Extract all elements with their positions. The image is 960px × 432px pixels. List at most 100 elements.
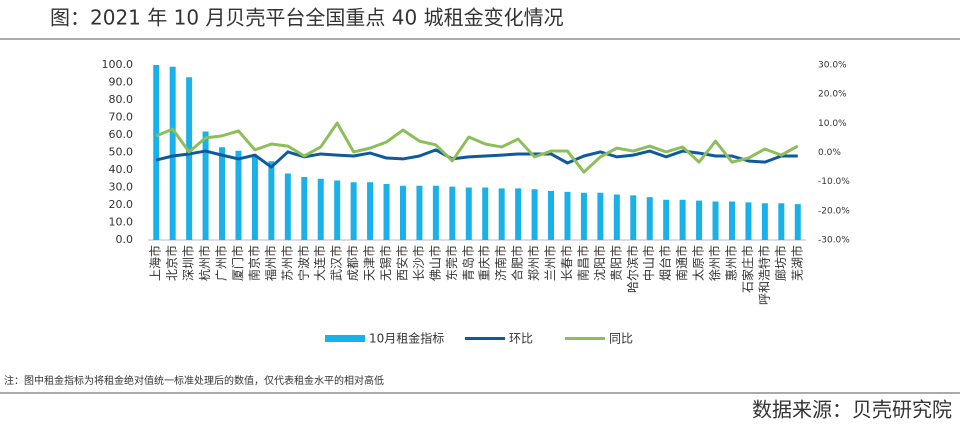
y2-tick-label: 10.0% — [818, 119, 847, 129]
x-tick-label: 成都市 — [345, 245, 360, 281]
y2-tick-label: -10.0% — [818, 177, 850, 187]
bar — [301, 177, 308, 240]
bar — [399, 185, 406, 240]
x-tick-label: 福州市 — [263, 245, 278, 281]
y2-tick-label: -30.0% — [818, 236, 850, 246]
y-tick-label: 60.0 — [109, 128, 134, 141]
x-tick-label: 南通市 — [674, 245, 689, 281]
y2-tick-label: 20.0% — [818, 90, 847, 100]
bar — [515, 188, 522, 240]
y2-tick-label: 0.0% — [818, 148, 841, 158]
x-tick-label: 无锡市 — [378, 245, 393, 281]
x-tick-label: 沈阳市 — [592, 245, 607, 281]
legend-label: 同比 — [609, 332, 633, 346]
y-tick-label: 70.0 — [109, 111, 134, 124]
line — [155, 148, 798, 169]
x-tick-label: 厦门市 — [230, 245, 245, 281]
bar — [745, 202, 752, 240]
bar — [548, 191, 555, 240]
bar — [383, 184, 390, 240]
bar — [761, 203, 768, 240]
y-tick-label: 40.0 — [109, 163, 134, 176]
x-tick-label: 芜湖市 — [789, 245, 804, 281]
x-tick-label: 济南市 — [493, 245, 508, 281]
y-tick-label: 50.0 — [109, 146, 134, 159]
x-tick-label: 呼和浩特市 — [756, 245, 771, 305]
y-tick-label: 0.0 — [116, 233, 134, 246]
x-tick-label: 烟台市 — [658, 245, 673, 281]
bar — [169, 66, 176, 240]
bar — [251, 156, 258, 240]
x-tick-label: 苏州市 — [279, 245, 294, 281]
bar — [646, 197, 653, 240]
bar — [465, 187, 472, 240]
bar — [350, 182, 357, 240]
x-tick-label: 南昌市 — [575, 245, 590, 281]
legend-label: 环比 — [509, 332, 533, 346]
bar — [284, 173, 291, 240]
y-tick-label: 90.0 — [109, 76, 134, 89]
x-tick-label: 佛山市 — [427, 245, 442, 281]
bar — [679, 199, 686, 240]
bar — [663, 199, 670, 240]
x-tick-label: 宁波市 — [296, 245, 311, 281]
x-tick-label: 长沙市 — [411, 245, 426, 281]
x-tick-label: 上海市 — [148, 245, 163, 281]
x-tick-label: 广州市 — [214, 245, 229, 281]
x-tick-label: 天津市 — [362, 245, 377, 281]
y-tick-label: 100.0 — [102, 58, 134, 71]
bar — [630, 195, 637, 240]
bar — [153, 65, 160, 240]
x-tick-label: 兰州市 — [543, 245, 558, 281]
y-tick-label: 30.0 — [109, 181, 134, 194]
bar — [597, 192, 604, 240]
x-tick-label: 合肥市 — [510, 245, 525, 281]
x-tick-label: 南京市 — [246, 245, 261, 281]
x-tick-label: 青岛市 — [460, 245, 475, 281]
y-tick-label: 10.0 — [109, 216, 134, 229]
title: 图：2021 年 10 月贝壳平台全国重点 40 城租金变化情况 — [50, 6, 564, 30]
y-tick-label: 20.0 — [109, 198, 134, 211]
source: 数据来源：贝壳研究院 — [752, 398, 952, 422]
x-tick-label: 徐州市 — [707, 245, 722, 281]
x-tick-label: 惠州市 — [723, 245, 738, 281]
x-tick-label: 廊坊市 — [773, 245, 788, 281]
bar — [613, 194, 620, 240]
x-tick-label: 太原市 — [691, 245, 706, 281]
bar — [268, 161, 275, 240]
bar — [186, 77, 193, 240]
x-tick-label: 郑州市 — [526, 245, 541, 281]
bar — [778, 203, 785, 240]
line — [155, 121, 799, 174]
bar — [794, 204, 801, 240]
legend-label: 10月租金指标 — [369, 331, 444, 346]
y2-tick-label: -20.0% — [818, 206, 850, 216]
x-tick-label: 石家庄市 — [740, 245, 755, 293]
x-tick-label: 贵阳市 — [608, 245, 623, 281]
bar — [696, 200, 703, 240]
legend-swatch — [325, 335, 365, 342]
bar — [728, 201, 735, 240]
bar — [235, 150, 242, 240]
x-tick-label: 武汉市 — [329, 245, 344, 281]
bar — [482, 187, 489, 240]
x-tick-label: 深圳市 — [181, 245, 196, 281]
bar — [432, 185, 439, 240]
x-tick-label: 北京市 — [164, 245, 179, 281]
y2-tick-label: 30.0% — [818, 61, 847, 71]
x-tick-label: 长春市 — [559, 245, 574, 281]
bar — [580, 192, 587, 240]
bar — [531, 189, 538, 240]
bar — [202, 131, 209, 240]
x-tick-label: 西安市 — [394, 245, 409, 281]
x-tick-label: 杭州市 — [197, 245, 212, 281]
note: 注：图中租金指标为将租金绝对值统一标准处理后的数值，仅代表租金水平的相对高低 — [4, 374, 384, 387]
bar — [317, 178, 324, 240]
bar — [564, 191, 571, 240]
bar — [334, 180, 341, 240]
bar — [367, 182, 374, 240]
bar — [712, 201, 719, 240]
x-tick-label: 中山市 — [641, 245, 656, 281]
y-tick-label: 80.0 — [109, 93, 134, 106]
